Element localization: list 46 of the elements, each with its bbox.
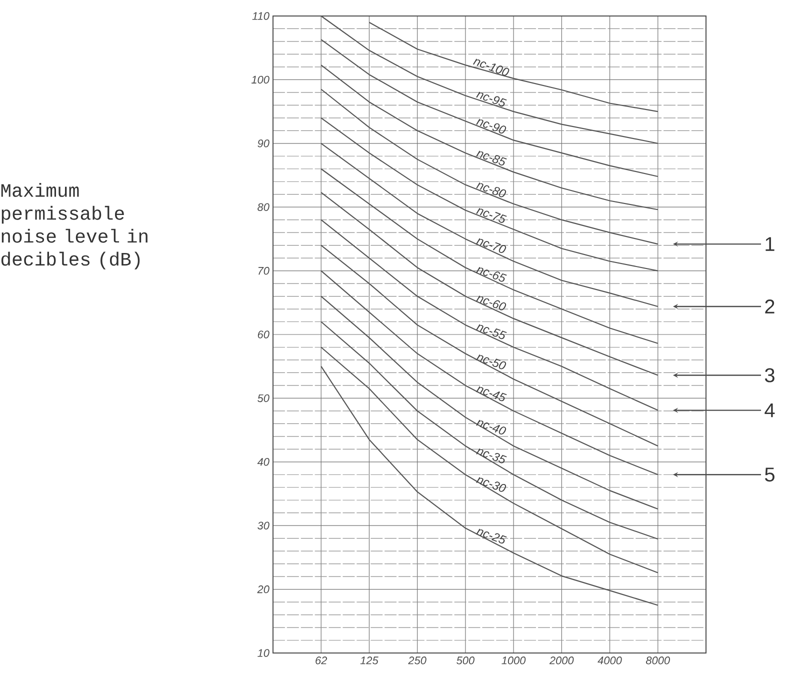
text: nc-65 xyxy=(476,266,507,282)
line-series xyxy=(320,296,658,510)
text: nc-100 xyxy=(472,58,510,76)
y-tick-label: 50 xyxy=(258,394,270,402)
y-tick-label: 10 xyxy=(258,649,270,657)
text: nc-70 xyxy=(476,238,506,253)
line-series xyxy=(320,346,658,574)
text: 1 xyxy=(766,237,774,251)
y-tick-label: 90 xyxy=(258,140,270,148)
y-tick-label: 80 xyxy=(258,203,270,211)
text: 3 xyxy=(764,368,774,382)
y-tick-label: 70 xyxy=(258,266,270,275)
y-tick-label: 100 xyxy=(251,76,270,84)
text: 5 xyxy=(765,468,774,482)
text: nc-90 xyxy=(476,118,506,134)
y-tick-label: 30 xyxy=(258,522,270,530)
x-tick-label: 250 xyxy=(408,656,426,664)
text: nc-55 xyxy=(476,324,507,340)
line-series xyxy=(320,168,658,344)
y-tick-label: 40 xyxy=(257,458,270,466)
text: nc-50 xyxy=(476,354,506,370)
x-tick-label: 1000 xyxy=(502,656,526,664)
y-tick-label: 110 xyxy=(252,12,270,20)
text: nc-30 xyxy=(476,477,506,492)
text: nc-35 xyxy=(476,448,507,464)
text: Maximum permissable noise level in decibles (dB) xyxy=(1,183,148,270)
text: nc-80 xyxy=(476,182,506,198)
text: nc-60 xyxy=(476,296,506,310)
line-series xyxy=(320,39,658,178)
y-tick-label: 20 xyxy=(257,585,270,594)
x-tick-label: 125 xyxy=(360,656,378,664)
text: 2 xyxy=(765,300,774,314)
x-tick-label: 4000 xyxy=(598,656,622,664)
x-tick-label: 500 xyxy=(456,656,474,664)
x-tick-label: 8000 xyxy=(646,656,670,664)
text: nc-45 xyxy=(476,386,507,402)
x-tick-label: 2000 xyxy=(549,656,574,664)
text: 4 xyxy=(764,403,775,418)
text: nc-40 xyxy=(476,420,506,435)
x-tick-label: 62 xyxy=(316,656,328,664)
text: nc-25 xyxy=(476,528,507,544)
line-series xyxy=(368,22,658,112)
y-tick-label: 60 xyxy=(258,330,270,338)
text: nc-75 xyxy=(476,208,507,223)
text: nc-85 xyxy=(476,150,507,166)
text: nc-95 xyxy=(476,92,507,107)
